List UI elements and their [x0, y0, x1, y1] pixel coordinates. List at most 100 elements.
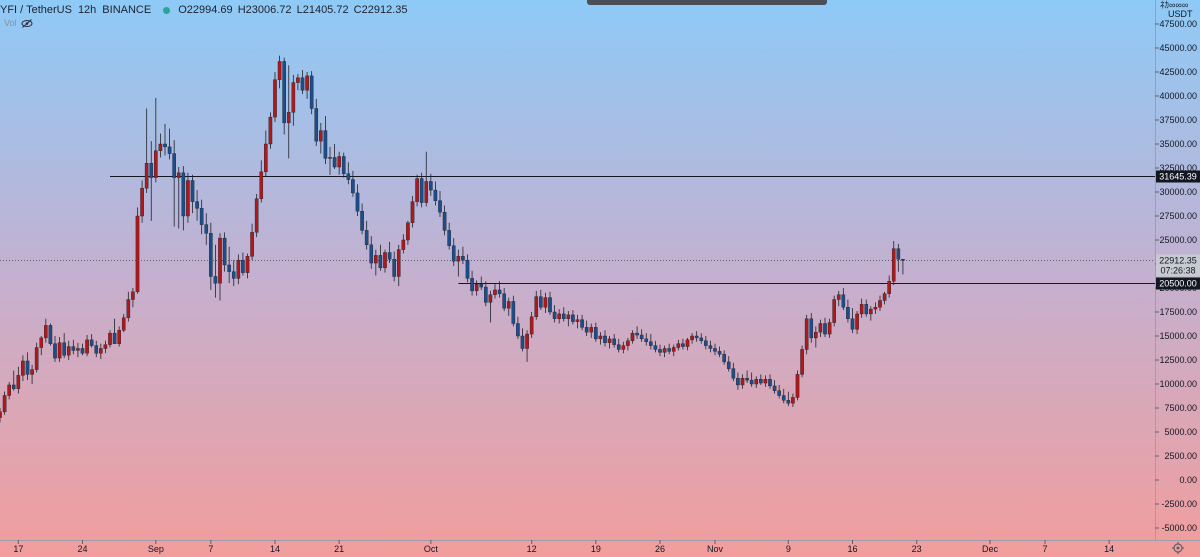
candle[interactable] [369, 236, 374, 269]
eye-crossed-icon[interactable] [21, 18, 33, 28]
candle[interactable] [108, 330, 112, 348]
candle[interactable] [722, 350, 726, 365]
candle[interactable] [497, 281, 502, 298]
candle[interactable] [561, 307, 566, 322]
candle[interactable] [736, 372, 740, 390]
candle[interactable] [16, 366, 21, 394]
candle[interactable] [768, 374, 772, 389]
candle[interactable] [282, 57, 286, 135]
candle[interactable] [772, 380, 777, 394]
candle[interactable] [209, 222, 213, 290]
candle[interactable] [213, 244, 218, 298]
candle[interactable] [39, 336, 44, 356]
candle[interactable] [332, 144, 337, 169]
candle[interactable] [140, 180, 144, 223]
candle[interactable] [21, 355, 25, 382]
candle[interactable] [516, 316, 520, 339]
candle[interactable] [823, 317, 827, 337]
candle[interactable] [154, 97, 158, 183]
candle[interactable] [176, 167, 181, 229]
candle[interactable] [814, 326, 818, 348]
candle[interactable] [341, 152, 346, 178]
candle[interactable] [447, 222, 451, 250]
candle[interactable] [236, 254, 241, 285]
candle[interactable] [80, 343, 85, 356]
candle[interactable] [580, 314, 584, 331]
candle[interactable] [85, 335, 89, 357]
candle[interactable] [396, 244, 401, 287]
candle[interactable] [502, 288, 506, 312]
candle[interactable] [30, 364, 34, 384]
candle[interactable] [873, 302, 878, 314]
candle[interactable] [690, 333, 694, 344]
candle[interactable] [204, 213, 209, 245]
candle[interactable] [882, 291, 887, 305]
candle[interactable] [186, 172, 190, 223]
candle[interactable] [754, 376, 759, 388]
candle[interactable] [704, 336, 708, 350]
candle[interactable] [598, 332, 603, 345]
candle[interactable] [66, 340, 71, 360]
candle[interactable] [846, 299, 850, 323]
candle[interactable] [387, 241, 392, 264]
candle[interactable] [364, 220, 369, 250]
candle[interactable] [7, 382, 11, 400]
candle[interactable] [25, 352, 30, 381]
candle[interactable] [309, 71, 314, 115]
candle[interactable] [48, 323, 53, 346]
candle[interactable] [135, 207, 140, 294]
candle[interactable] [612, 334, 616, 348]
candle[interactable] [667, 343, 671, 355]
candle[interactable] [841, 288, 846, 311]
candle[interactable] [800, 345, 804, 378]
candle[interactable] [429, 173, 433, 196]
candle[interactable] [713, 343, 717, 356]
candle[interactable] [818, 319, 823, 337]
candle[interactable] [117, 326, 121, 347]
candle[interactable] [708, 340, 713, 353]
candle[interactable] [571, 310, 575, 325]
candle[interactable] [296, 73, 300, 91]
candle[interactable] [94, 340, 99, 358]
candle[interactable] [681, 338, 685, 350]
candle[interactable] [291, 74, 296, 126]
candle[interactable] [433, 181, 438, 206]
candle[interactable] [410, 195, 415, 228]
candle[interactable] [53, 336, 57, 362]
candle[interactable] [534, 290, 539, 320]
candle[interactable] [731, 362, 736, 382]
candle[interactable] [259, 160, 264, 203]
candle[interactable] [319, 122, 323, 154]
candle[interactable] [424, 151, 429, 207]
candle[interactable] [621, 341, 626, 354]
candle[interactable] [438, 191, 442, 217]
candle[interactable] [887, 275, 891, 298]
candle[interactable] [891, 240, 896, 286]
candle[interactable] [305, 72, 309, 99]
candle[interactable] [360, 203, 364, 235]
top-handle-bar[interactable] [587, 0, 827, 5]
candle[interactable] [626, 337, 630, 351]
candle[interactable] [167, 128, 172, 160]
candle[interactable] [791, 393, 795, 408]
candle[interactable] [328, 146, 332, 175]
candle[interactable] [222, 232, 227, 272]
candle[interactable] [323, 116, 328, 165]
candle[interactable] [112, 318, 117, 344]
candle[interactable] [649, 334, 653, 350]
symbol-label[interactable]: YFI / TetherUS [0, 4, 72, 16]
candle[interactable] [44, 318, 48, 343]
candle[interactable] [630, 330, 635, 344]
candle[interactable] [566, 311, 571, 327]
candle[interactable] [763, 375, 768, 387]
candle[interactable] [89, 334, 94, 348]
candle[interactable] [337, 151, 341, 175]
candle[interactable] [603, 330, 607, 347]
candle[interactable] [11, 370, 16, 391]
candle[interactable] [227, 246, 231, 284]
candle[interactable] [855, 311, 859, 335]
candle[interactable] [717, 346, 722, 358]
candle[interactable] [616, 338, 621, 353]
candle[interactable] [121, 313, 126, 333]
